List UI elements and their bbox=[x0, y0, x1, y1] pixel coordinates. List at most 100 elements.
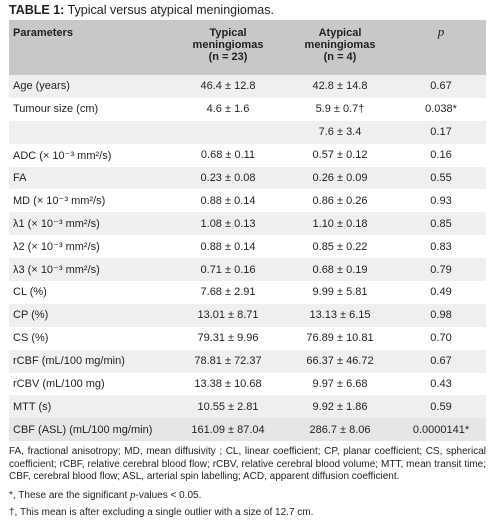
cell-parameter: λ2 (× 10⁻³ mm²/s) bbox=[13, 241, 100, 254]
table-body: Age (years) 46.4 ± 12.8 42.8 ± 14.8 0.67 Tum… bbox=[9, 75, 486, 442]
cell-p-value: 0.67 bbox=[430, 80, 452, 93]
cell-parameter bbox=[9, 121, 172, 144]
footnote-outlier: †, This mean is after excluding a single… bbox=[9, 507, 314, 518]
header-atypical: Atypical meningiomas (n = 4) bbox=[284, 20, 396, 75]
footnote-significance-post: -values < 0.05. bbox=[135, 489, 202, 501]
cell-atypical: 0.57 ± 0.12 bbox=[312, 149, 368, 162]
cell-atypical: 42.8 ± 14.8 bbox=[312, 80, 368, 93]
cell-atypical: 9.97 ± 6.68 bbox=[312, 378, 368, 391]
cell-parameter: λ3 (× 10⁻³ mm²/s) bbox=[13, 264, 100, 277]
cell-typical: 0.88 ± 0.14 bbox=[200, 194, 256, 207]
table-row: λ1 (× 10⁻³ mm²/s) 1.08 ± 0.13 1.10 ± 0.18 0… bbox=[9, 212, 486, 236]
cell-atypical: 66.37 ± 46.72 bbox=[306, 355, 374, 368]
cell-parameter: CBF (ASL) (mL/100 mg/min) bbox=[13, 423, 153, 436]
table-header-row: Parameters Typical meningiomas (n = 23) … bbox=[9, 20, 486, 75]
table-row: ADC (× 10⁻³ mm²/s) 0.68 ± 0.11 0.57 ± 0.12… bbox=[9, 143, 486, 167]
table-row: 7.6 ± 3.4 0.17 bbox=[9, 120, 486, 144]
cell-p-value: 0.038* bbox=[425, 103, 457, 116]
header-p: p bbox=[437, 24, 445, 39]
cell-parameter: MTT (s) bbox=[13, 400, 52, 413]
cell-atypical: 76.89 ± 10.81 bbox=[306, 332, 374, 345]
cell-atypical: 13.13 ± 6.15 bbox=[309, 309, 371, 322]
table-caption: TABLE 1: Typical versus atypical meningi… bbox=[9, 2, 274, 18]
cell-parameter: λ1 (× 10⁻³ mm²/s) bbox=[13, 218, 100, 231]
cell-atypical: 5.9 ± 0.7† bbox=[315, 103, 365, 116]
cell-p-value: 0.17 bbox=[430, 126, 452, 139]
cell-atypical: 286.7 ± 8.06 bbox=[309, 423, 371, 436]
cell-typical: 46.4 ± 12.8 bbox=[200, 80, 256, 93]
cell-p-value: 0.43 bbox=[430, 378, 452, 391]
cell-typical bbox=[172, 121, 284, 144]
header-typical-n: (n = 23) bbox=[208, 51, 248, 63]
cell-atypical: 0.85 ± 0.22 bbox=[312, 240, 368, 253]
cell-parameter: CS (%) bbox=[13, 332, 49, 345]
cell-typical: 0.88 ± 0.14 bbox=[200, 240, 256, 253]
table-row: Age (years) 46.4 ± 12.8 42.8 ± 14.8 0.67 bbox=[9, 75, 486, 98]
cell-typical: 79.31 ± 9.96 bbox=[197, 332, 259, 345]
cell-atypical: 1.10 ± 0.18 bbox=[312, 217, 368, 230]
cell-atypical: 9.92 ± 1.86 bbox=[312, 400, 368, 413]
cell-typical: 1.08 ± 0.13 bbox=[200, 217, 256, 230]
cell-p-value: 0.59 bbox=[430, 400, 452, 413]
table-row: λ2 (× 10⁻³ mm²/s) 0.88 ± 0.14 0.85 ± 0.22 0… bbox=[9, 235, 486, 259]
table-row: Tumour size (cm) 4.6 ± 1.6 5.9 ± 0.7† 0.038… bbox=[9, 97, 486, 121]
cell-p-value: 0.49 bbox=[430, 286, 452, 299]
table-row: CBF (ASL) (mL/100 mg/min) 161.09 ± 87.04 2… bbox=[9, 418, 486, 442]
footnote-abbreviations: FA, fractional anisotropy; MD, mean diff… bbox=[9, 446, 486, 482]
cell-typical: 13.38 ± 10.68 bbox=[194, 378, 262, 391]
footnote-significance-p: p bbox=[130, 488, 136, 501]
cell-typical: 78.81 ± 72.37 bbox=[194, 355, 262, 368]
cell-parameter: FA bbox=[13, 172, 27, 184]
footnote-significance: *, These are the significant p-values < … bbox=[9, 489, 486, 503]
cell-p-value: 0.70 bbox=[430, 332, 452, 345]
cell-p-value: 0.85 bbox=[430, 217, 452, 230]
cell-parameter: rCBV (mL/100 mg) bbox=[13, 378, 105, 391]
cell-p-value: 0.93 bbox=[430, 194, 452, 207]
table-row: CL (%) 7.68 ± 2.91 9.99 ± 5.81 0.49 bbox=[9, 281, 486, 304]
cell-atypical: 0.26 ± 0.09 bbox=[312, 172, 368, 184]
table-footnotes: FA, fractional anisotropy; MD, mean diff… bbox=[9, 446, 486, 520]
caption-title: Typical versus atypical meningiomas. bbox=[64, 3, 274, 17]
table-row: λ3 (× 10⁻³ mm²/s) 0.71 ± 0.16 0.68 ± 0.19 0… bbox=[9, 258, 486, 282]
table-row: rCBV (mL/100 mg) 13.38 ± 10.68 9.97 ± 6.68… bbox=[9, 372, 486, 396]
header-atypical-n: (n = 4) bbox=[323, 51, 357, 63]
caption-label: TABLE 1: bbox=[9, 3, 65, 17]
cell-p-value: 0.55 bbox=[430, 172, 452, 184]
table-row: FA 0.23 ± 0.08 0.26 ± 0.09 0.55 bbox=[9, 166, 486, 190]
table-row: CP (%) 13.01 ± 8.71 13.13 ± 6.15 0.98 bbox=[9, 303, 486, 327]
cell-p-value: 0.0000141* bbox=[412, 423, 470, 436]
header-typical-sub: meningiomas bbox=[192, 39, 264, 51]
cell-typical: 7.68 ± 2.91 bbox=[200, 286, 256, 299]
cell-p-value: 0.16 bbox=[430, 149, 452, 162]
cell-parameter: ADC (× 10⁻³ mm²/s) bbox=[13, 149, 112, 162]
cell-typical: 4.6 ± 1.6 bbox=[206, 103, 250, 116]
cell-p-value: 0.79 bbox=[430, 263, 452, 276]
header-atypical-sub: meningiomas bbox=[304, 39, 376, 51]
cell-parameter: MD (× 10⁻³ mm²/s) bbox=[13, 195, 106, 208]
cell-p-value: 0.83 bbox=[430, 240, 452, 253]
cell-parameter: Tumour size (cm) bbox=[13, 103, 99, 116]
cell-parameter: Age (years) bbox=[13, 80, 70, 93]
header-atypical-title: Atypical bbox=[318, 27, 362, 39]
table-row: MTT (s) 10.55 ± 2.81 9.92 ± 1.86 0.59 bbox=[9, 395, 486, 419]
cell-parameter: CL (%) bbox=[13, 286, 47, 299]
cell-typical: 161.09 ± 87.04 bbox=[191, 423, 265, 436]
cell-typical: 0.71 ± 0.16 bbox=[200, 263, 256, 276]
cell-atypical: 9.99 ± 5.81 bbox=[312, 286, 368, 299]
cell-atypical: 7.6 ± 3.4 bbox=[318, 126, 362, 139]
cell-atypical: 0.86 ± 0.26 bbox=[312, 194, 368, 207]
cell-typical: 0.68 ± 0.11 bbox=[200, 149, 256, 162]
cell-p-value: 0.67 bbox=[430, 355, 452, 368]
cell-parameter: CP (%) bbox=[13, 309, 49, 322]
table-row: CS (%) 79.31 ± 9.96 76.89 ± 10.81 0.70 bbox=[9, 326, 486, 350]
cell-parameter: rCBF (mL/100 mg/min) bbox=[13, 355, 125, 368]
table-row: MD (× 10⁻³ mm²/s) 0.88 ± 0.14 0.86 ± 0.26 0… bbox=[9, 189, 486, 213]
header-typical: Typical meningiomas (n = 23) bbox=[172, 20, 284, 75]
header-parameters: Parameters bbox=[13, 27, 73, 39]
cell-atypical: 0.68 ± 0.19 bbox=[312, 263, 368, 276]
cell-typical: 13.01 ± 8.71 bbox=[197, 309, 259, 322]
header-typical-title: Typical bbox=[209, 27, 247, 39]
cell-typical: 0.23 ± 0.08 bbox=[200, 172, 256, 184]
cell-p-value: 0.98 bbox=[430, 309, 452, 322]
